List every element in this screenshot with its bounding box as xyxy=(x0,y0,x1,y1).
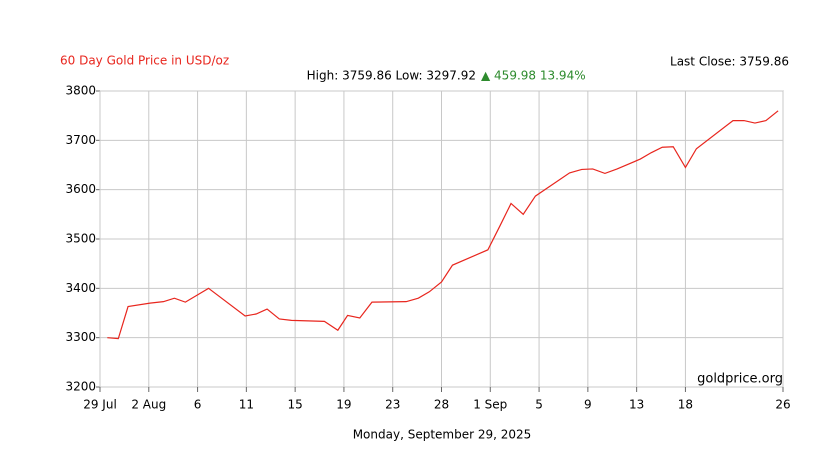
y-tick-label: 3600 xyxy=(65,182,96,196)
y-tick-label: 3800 xyxy=(65,84,96,98)
x-tick-label: 2 Aug xyxy=(131,398,166,412)
x-tick-label: 18 xyxy=(678,398,693,412)
x-tick-label: 28 xyxy=(434,398,449,412)
x-tick-label: 29 Jul xyxy=(83,398,117,412)
x-tick-label: 23 xyxy=(385,398,400,412)
y-tick-label: 3400 xyxy=(65,281,96,295)
x-axis-label: Monday, September 29, 2025 xyxy=(353,428,532,442)
x-tick-label: 15 xyxy=(288,398,303,412)
last-close: Last Close: 3759.86 xyxy=(670,55,789,69)
price-line xyxy=(107,110,779,340)
x-tick-label: 11 xyxy=(239,398,254,412)
x-tick-label: 6 xyxy=(194,398,202,412)
x-tick-label: 9 xyxy=(584,398,592,412)
chart-title: 60 Day Gold Price in USD/oz xyxy=(60,54,229,68)
watermark: goldprice.org xyxy=(697,372,783,387)
x-tick-label: 13 xyxy=(629,398,644,412)
change: ▲ 459.98 13.94% xyxy=(481,69,586,83)
y-tick-label: 3500 xyxy=(65,232,96,246)
subtitle: High: 3759.86 Low: 3297.92 xyxy=(307,69,476,83)
y-tick-label: 3300 xyxy=(65,330,96,344)
x-tick-label: 5 xyxy=(535,398,543,412)
x-tick-label: 1 Sep xyxy=(473,398,507,412)
x-tick-label: 19 xyxy=(336,398,351,412)
y-tick-label: 3200 xyxy=(65,380,96,394)
y-tick-label: 3700 xyxy=(65,133,96,147)
x-tick-label: 26 xyxy=(775,398,790,412)
